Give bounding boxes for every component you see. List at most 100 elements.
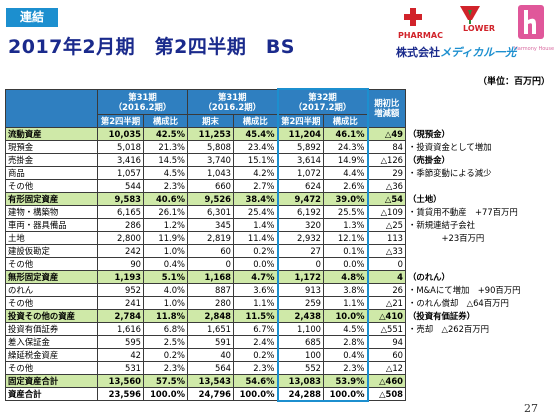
table-cell: 9,583 [97,192,144,206]
table-cell: 2.6% [323,179,369,193]
table-row: 建物・構築物 6,165 26.1% 6,301 25.4% 6,192 25.5% △109… [5,205,536,219]
table-cell: 3,740 [187,153,234,167]
table-cell: 595 [97,335,144,349]
notes-header-blank [406,89,536,128]
table-cell: 0.4% [143,257,188,271]
table-cell: 60 [367,348,406,362]
table-cell: 345 [187,218,234,232]
table-cell: 2,848 [187,309,234,323]
row-label: 車両・器具備品 [5,218,98,232]
table-cell: 1,193 [97,270,144,284]
table-cell: 14.9% [323,153,369,167]
table-cell: 6.7% [233,322,278,336]
table-cell: 4.8% [323,270,369,284]
table-cell: 100.0% [233,387,278,401]
row-note [405,374,536,388]
table-cell: 11.9% [143,231,188,245]
table-cell: 1.3% [323,218,369,232]
sub-header: 構成比 [143,114,188,128]
table-row: 無形固定資産 1,193 5.1% 1,168 4.7% 1,172 4.8% 4 （のれん） [5,270,536,284]
table-cell: 24,796 [187,387,234,401]
table-cell: △36 [367,179,406,193]
row-label: 差入保証金 [5,335,98,349]
sub-header: 期末 [187,114,234,128]
table-cell: 286 [97,218,144,232]
table-cell: 1,616 [97,322,144,336]
table-cell: 4.4% [323,166,369,180]
row-note: ・新規連結子会社 [405,218,536,232]
table-cell: 0.1% [323,244,369,258]
row-label: 投資その他の資産 [5,309,98,323]
row-note: ・売却 △262百万円 [405,322,536,336]
table-row: 車両・器具備品 286 1.2% 345 1.4% 320 1.3% △25 ・新規連結子会社 [5,218,536,232]
table-cell: 1,651 [187,322,234,336]
table-cell: 1.0% [143,244,188,258]
table-cell: 259 [276,296,324,310]
table-cell: 11,253 [187,127,234,141]
table-cell: 1.1% [323,296,369,310]
table-cell: 4.5% [143,166,188,180]
table-row: 現預金 5,018 21.3% 5,808 23.4% 5,892 24.3% 84 ・投資資金… [5,140,536,154]
table-cell: 29 [367,166,406,180]
table-cell: 4.5% [323,322,369,336]
row-label: 有形固定資産 [5,192,98,206]
table-cell: 26 [367,283,406,297]
table-cell: 46.1% [323,127,369,141]
table-cell: 2.8% [323,335,369,349]
table-cell: 1,168 [187,270,234,284]
table-cell: 5,018 [97,140,144,154]
table-row: 流動資産 10,035 42.5% 11,253 45.4% 11,204 46.1% △49… [5,127,536,141]
table-cell: 9,526 [187,192,234,206]
table-cell: 39.0% [323,192,369,206]
table-cell: 21.3% [143,140,188,154]
table-cell: 2,932 [276,231,324,245]
table-cell: 2.4% [233,335,278,349]
table-cell: 24,288 [276,387,324,402]
table-cell: 1.0% [143,296,188,310]
table-cell: 113 [367,231,406,245]
table-cell: △460 [367,374,406,388]
table-cell: 3.8% [323,283,369,297]
brand-pharmac-text: PHARMAC [398,31,443,40]
row-note: （のれん） [405,270,536,284]
table-cell: 25.4% [233,205,278,219]
row-label: 建物・構築物 [5,205,98,219]
row-note: ・投資資金として増加 [405,140,536,154]
table-cell: △551 [367,322,406,336]
row-label: その他 [5,179,98,193]
table-cell: 11.8% [143,309,188,323]
table-cell: △12 [367,361,406,375]
change-header: 期初比 増減額 [367,88,406,128]
table-cell: 591 [187,335,234,349]
table-cell: 45.4% [233,127,278,141]
table-cell: 624 [276,179,324,193]
table-cell: 26.1% [143,205,188,219]
company-main: メディカル一光 [440,46,517,59]
table-cell: 3,614 [276,153,324,167]
row-label: 無形固定資産 [5,270,98,284]
table-row: 固定資産合計 13,560 57.5% 13,543 54.6% 13,083 53.9% △… [5,374,536,388]
table-cell: 6,165 [97,205,144,219]
row-label: 売掛金 [5,153,98,167]
row-label: その他 [5,257,98,271]
table-cell: 2.7% [233,179,278,193]
table-cell: 27 [276,244,324,258]
table-cell: 2.3% [143,361,188,375]
row-label: 商品 [5,166,98,180]
table-cell: 94 [367,335,406,349]
brand-lower-text: LOWER [463,24,496,33]
row-label: 現預金 [5,140,98,154]
table-cell: 42.5% [143,127,188,141]
table-cell: 12.1% [323,231,369,245]
table-cell: 4.7% [233,270,278,284]
table-cell: 552 [276,361,324,375]
table-cell: 2,819 [187,231,234,245]
table-cell: 1,172 [276,270,324,284]
sub-header: 第2四半期 [97,114,144,128]
sub-header: 構成比 [323,114,369,128]
table-cell: 5,892 [276,140,324,154]
table-cell: 241 [97,296,144,310]
table-cell: 11.5% [233,309,278,323]
flower-cup-icon [460,6,480,24]
table-cell: 1,057 [97,166,144,180]
